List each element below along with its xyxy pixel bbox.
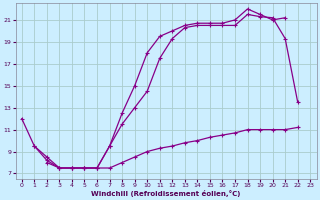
X-axis label: Windchill (Refroidissement éolien,°C): Windchill (Refroidissement éolien,°C) xyxy=(91,190,241,197)
